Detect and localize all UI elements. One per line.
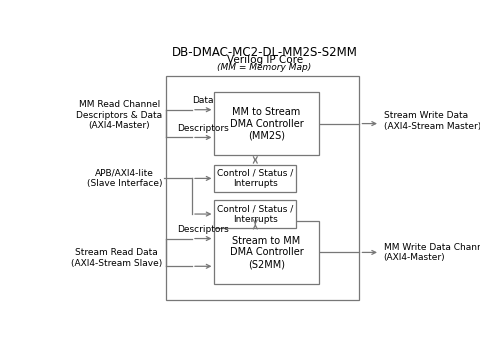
Text: Data: Data (192, 96, 214, 105)
Text: Stream Read Data
(AXI4-Stream Slave): Stream Read Data (AXI4-Stream Slave) (71, 248, 162, 268)
Text: Verilog IP Core: Verilog IP Core (227, 55, 303, 65)
Text: (MM = Memory Map): (MM = Memory Map) (217, 63, 312, 72)
Bar (215, 92, 319, 155)
Bar (166, 75, 360, 300)
Text: Control / Status /
Interrupts: Control / Status / Interrupts (217, 204, 293, 224)
Text: MM to Stream
DMA Controller
(MM2S): MM to Stream DMA Controller (MM2S) (229, 107, 303, 140)
Text: DB-DMAC-MC2-DL-MM2S-S2MM: DB-DMAC-MC2-DL-MM2S-S2MM (172, 46, 358, 59)
Bar (215, 221, 319, 284)
Bar (215, 165, 296, 192)
Bar (215, 200, 296, 228)
Text: Control / Status /
Interrupts: Control / Status / Interrupts (217, 169, 293, 188)
Text: Descriptors: Descriptors (177, 124, 229, 132)
Text: APB/AXI4-lite
(Slave Interface): APB/AXI4-lite (Slave Interface) (87, 169, 162, 188)
Text: MM Read Channel
Descriptors & Data
(AXI4-Master): MM Read Channel Descriptors & Data (AXI4… (76, 100, 162, 130)
Text: Stream Write Data
(AXI4-Stream Master): Stream Write Data (AXI4-Stream Master) (384, 111, 480, 131)
Text: Stream to MM
DMA Controller
(S2MM): Stream to MM DMA Controller (S2MM) (229, 236, 303, 269)
Text: Descriptors: Descriptors (177, 225, 229, 234)
Text: MM Write Data Channel
(AXI4-Master): MM Write Data Channel (AXI4-Master) (384, 243, 480, 262)
